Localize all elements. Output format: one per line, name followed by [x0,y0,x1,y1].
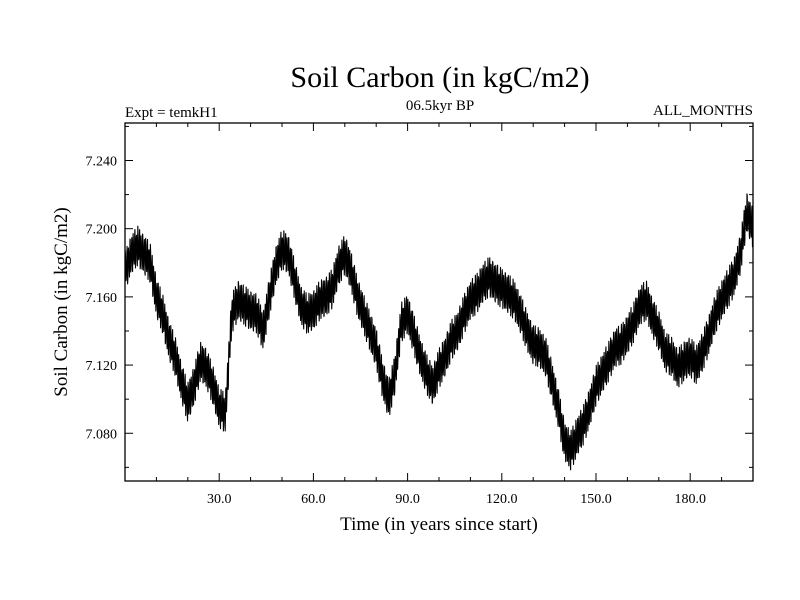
y-tick-label: 7.200 [86,223,118,238]
y-tick-label: 7.160 [86,291,118,306]
y-tick-label: 7.120 [86,359,118,374]
y-tick-label: 7.080 [86,427,118,442]
y-axis-label: Soil Carbon (in kgC/m2) [51,207,72,396]
period-label: 06.5kyr BP [406,98,474,114]
x-tick-label: 150.0 [580,492,612,507]
months-label: ALL_MONTHS [653,103,753,119]
x-tick-label: 120.0 [486,492,518,507]
series-line [124,193,754,471]
chart-title: Soil Carbon (in kgC/m2) [290,61,589,94]
plot-area [124,193,754,471]
x-tick-label: 90.0 [395,492,420,507]
x-tick-label: 30.0 [207,492,232,507]
x-axis-label: Time (in years since start) [340,514,538,535]
experiment-label: Expt = temkH1 [125,105,218,121]
y-tick-label: 7.240 [86,155,118,170]
axis-ticks: 30.0 60.0 90.0 120.0 150.0 180.0 7.080 7.120 7.1… [86,123,753,507]
plot-frame [124,122,754,482]
x-tick-label: 60.0 [301,492,326,507]
x-tick-label: 180.0 [674,492,706,507]
